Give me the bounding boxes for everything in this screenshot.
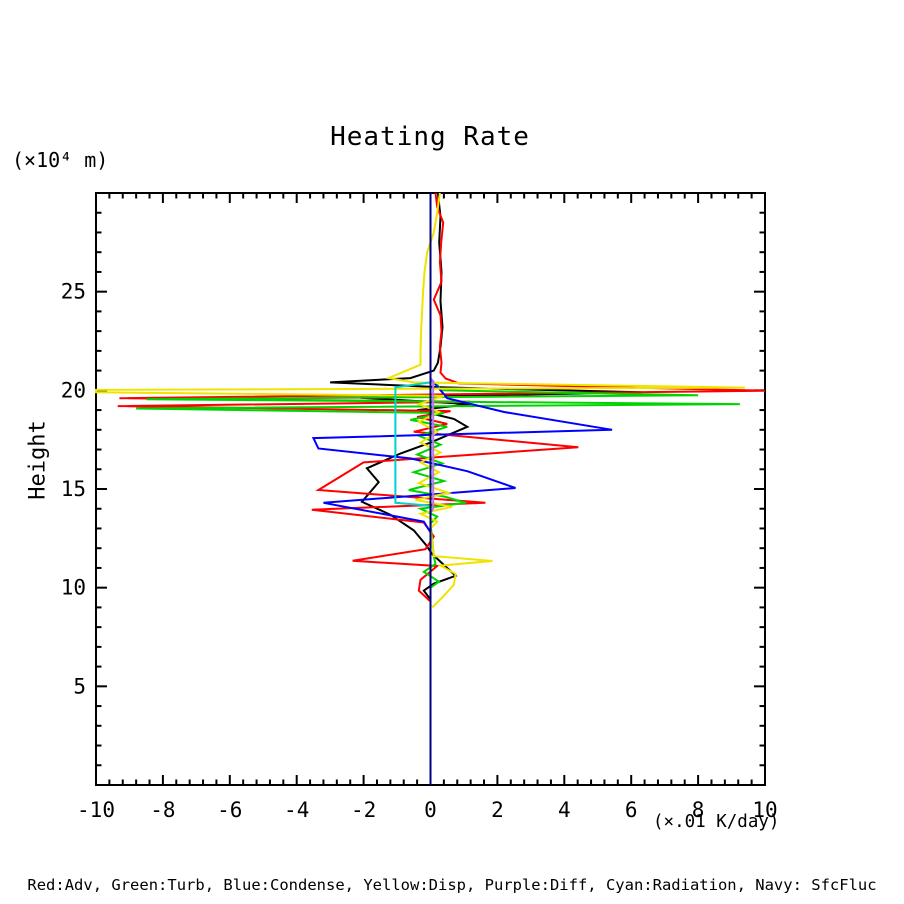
x-tick-label: -8: [150, 798, 175, 822]
x-tick-label: 2: [491, 798, 504, 822]
axis-ticks: [95, 193, 766, 785]
x-tick-label: -6: [217, 798, 242, 822]
y-tick-label: 10: [61, 576, 86, 600]
legend-caption: Red:Adv, Green:Turb, Blue:Condense, Yell…: [27, 876, 877, 894]
y-axis-unit-label: (×10⁴ m): [12, 148, 109, 172]
series-diff-line: [429, 377, 435, 514]
x-tick-label: 0: [424, 798, 437, 822]
series-condense-line: [311, 377, 613, 549]
x-tick-label: -2: [351, 798, 376, 822]
x-tick-label: 10: [752, 798, 777, 822]
series-radiation-line: [394, 381, 431, 507]
chart-title: Heating Rate: [330, 122, 530, 152]
y-tick-label: 25: [61, 280, 86, 304]
series-lines: [95, 192, 766, 785]
x-tick-label: -10: [77, 798, 115, 822]
x-tick-label: -4: [284, 798, 309, 822]
x-tick-label: 8: [692, 798, 705, 822]
tick-labels: -10 -8 -6 -4 -2 0 2 4 6 8 10 5 10 15 20 25: [61, 280, 778, 822]
y-tick-label: 15: [61, 477, 86, 501]
y-tick-label: 5: [73, 674, 86, 698]
x-tick-label: 6: [625, 798, 638, 822]
x-axis-unit-label: (×.01 K/day): [653, 812, 780, 832]
series-disp-line: [95, 192, 745, 609]
x-tick-label: 4: [558, 798, 571, 822]
y-tick-label: 20: [61, 378, 86, 402]
